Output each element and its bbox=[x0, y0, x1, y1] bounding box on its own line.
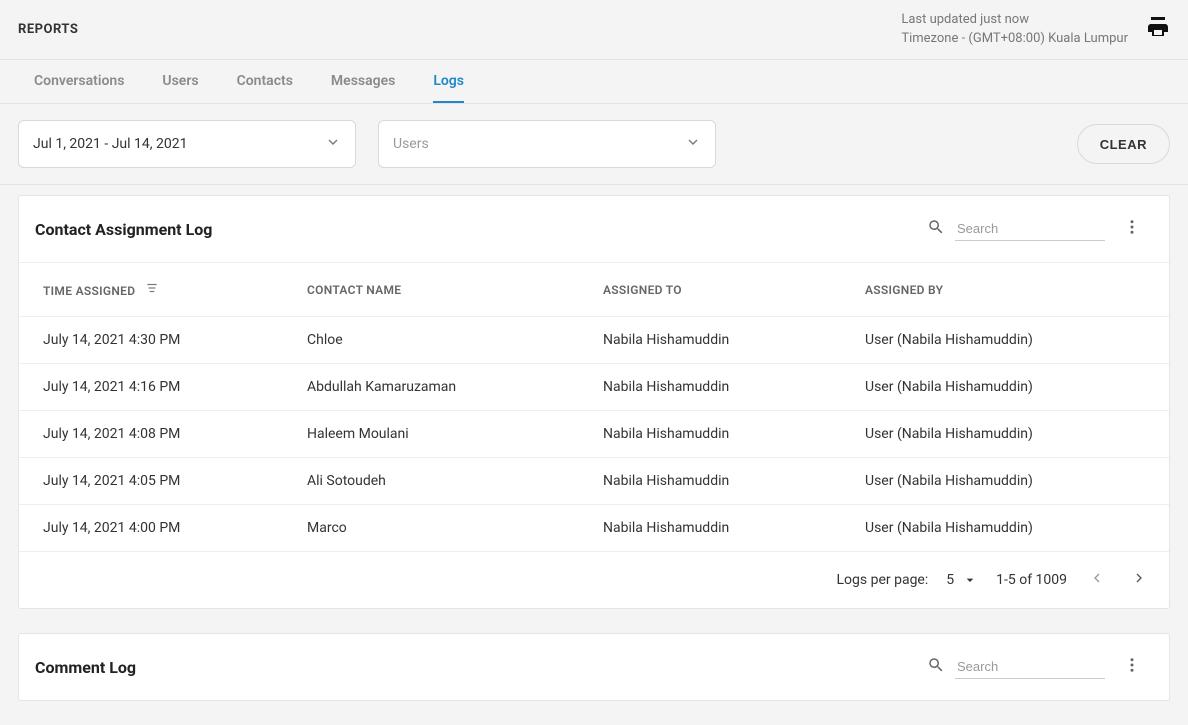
timezone-text: Timezone - (GMT+08:00) Kuala Lumpur bbox=[901, 30, 1128, 48]
cell-to: Nabila Hishamuddin bbox=[595, 364, 857, 411]
table-row[interactable]: July 14, 2021 4:00 PM Marco Nabila Hisha… bbox=[19, 505, 1169, 552]
tab-label: Messages bbox=[331, 73, 395, 89]
print-icon[interactable] bbox=[1146, 16, 1170, 44]
assignment-log-table: TIME ASSIGNED CONTACT NAME ASSIGNED TO A… bbox=[19, 262, 1169, 552]
more-vert-icon[interactable] bbox=[1119, 214, 1145, 244]
caret-down-icon bbox=[962, 572, 978, 588]
tab-users[interactable]: Users bbox=[162, 60, 198, 103]
card-title: Contact Assignment Log bbox=[35, 220, 212, 239]
sort-icon bbox=[145, 284, 159, 298]
card-header: Comment Log bbox=[19, 634, 1169, 700]
more-vert-icon[interactable] bbox=[1119, 652, 1145, 682]
cell-to: Nabila Hishamuddin bbox=[595, 317, 857, 364]
col-header-by[interactable]: ASSIGNED BY bbox=[857, 263, 1169, 317]
clear-button[interactable]: CLEAR bbox=[1077, 124, 1170, 164]
col-header-label: ASSIGNED TO bbox=[603, 283, 682, 297]
search-icon[interactable] bbox=[927, 218, 945, 240]
card-tools bbox=[927, 214, 1145, 244]
tab-logs[interactable]: Logs bbox=[433, 60, 464, 103]
cell-by: User (Nabila Hishamuddin) bbox=[857, 411, 1169, 458]
page-range: 1-5 of 1009 bbox=[996, 572, 1067, 588]
cell-to: Nabila Hishamuddin bbox=[595, 411, 857, 458]
col-header-time[interactable]: TIME ASSIGNED bbox=[19, 263, 299, 317]
cell-contact: Marco bbox=[299, 505, 595, 552]
cell-to: Nabila Hishamuddin bbox=[595, 505, 857, 552]
search-input[interactable] bbox=[955, 655, 1105, 679]
col-header-contact[interactable]: CONTACT NAME bbox=[299, 263, 595, 317]
content: Contact Assignment Log TIME ASSIGNED bbox=[0, 185, 1188, 701]
tab-label: Conversations bbox=[34, 73, 124, 89]
next-page-button[interactable] bbox=[1127, 566, 1151, 594]
pagination: Logs per page: 5 1-5 of 1009 bbox=[19, 552, 1169, 608]
tab-label: Logs bbox=[433, 73, 464, 89]
cell-time: July 14, 2021 4:08 PM bbox=[19, 411, 299, 458]
search-icon[interactable] bbox=[927, 656, 945, 678]
top-bar-right: Last updated just now Timezone - (GMT+08… bbox=[901, 11, 1170, 47]
chevron-down-icon bbox=[685, 134, 701, 154]
search-wrap bbox=[927, 655, 1105, 679]
chevron-down-icon bbox=[325, 134, 341, 154]
search-wrap bbox=[927, 217, 1105, 241]
cell-time: July 14, 2021 4:16 PM bbox=[19, 364, 299, 411]
per-page-label: Logs per page: bbox=[837, 572, 929, 588]
users-select-placeholder: Users bbox=[393, 136, 429, 152]
col-header-to[interactable]: ASSIGNED TO bbox=[595, 263, 857, 317]
top-bar-meta: Last updated just now Timezone - (GMT+08… bbox=[901, 11, 1128, 47]
top-bar: REPORTS Last updated just now Timezone -… bbox=[0, 0, 1188, 60]
tab-label: Contacts bbox=[237, 73, 293, 89]
tab-conversations[interactable]: Conversations bbox=[34, 60, 124, 103]
cell-by: User (Nabila Hishamuddin) bbox=[857, 364, 1169, 411]
tab-label: Users bbox=[162, 73, 198, 89]
cell-to: Nabila Hishamuddin bbox=[595, 458, 857, 505]
cell-contact: Haleem Moulani bbox=[299, 411, 595, 458]
page-title: REPORTS bbox=[18, 22, 78, 37]
contact-assignment-log-card: Contact Assignment Log TIME ASSIGNED bbox=[18, 195, 1170, 609]
per-page-select[interactable]: 5 bbox=[946, 572, 978, 588]
card-title: Comment Log bbox=[35, 658, 136, 677]
date-range-value: Jul 1, 2021 - Jul 14, 2021 bbox=[33, 136, 187, 152]
cell-time: July 14, 2021 4:00 PM bbox=[19, 505, 299, 552]
date-range-select[interactable]: Jul 1, 2021 - Jul 14, 2021 bbox=[18, 120, 356, 168]
table-row[interactable]: July 14, 2021 4:30 PM Chloe Nabila Hisha… bbox=[19, 317, 1169, 364]
table-row[interactable]: July 14, 2021 4:05 PM Ali Sotoudeh Nabil… bbox=[19, 458, 1169, 505]
comment-log-card: Comment Log bbox=[18, 633, 1170, 701]
cell-contact: Abdullah Kamaruzaman bbox=[299, 364, 595, 411]
card-tools bbox=[927, 652, 1145, 682]
tab-messages[interactable]: Messages bbox=[331, 60, 395, 103]
col-header-label: CONTACT NAME bbox=[307, 283, 401, 297]
filters-bar: Jul 1, 2021 - Jul 14, 2021 Users CLEAR bbox=[0, 104, 1188, 185]
cell-time: July 14, 2021 4:30 PM bbox=[19, 317, 299, 364]
last-updated-text: Last updated just now bbox=[901, 11, 1128, 29]
cell-time: July 14, 2021 4:05 PM bbox=[19, 458, 299, 505]
table-row[interactable]: July 14, 2021 4:08 PM Haleem Moulani Nab… bbox=[19, 411, 1169, 458]
cell-by: User (Nabila Hishamuddin) bbox=[857, 317, 1169, 364]
prev-page-button[interactable] bbox=[1085, 566, 1109, 594]
cell-by: User (Nabila Hishamuddin) bbox=[857, 505, 1169, 552]
tab-contacts[interactable]: Contacts bbox=[237, 60, 293, 103]
per-page-value: 5 bbox=[946, 572, 954, 588]
cell-by: User (Nabila Hishamuddin) bbox=[857, 458, 1169, 505]
col-header-label: ASSIGNED BY bbox=[865, 283, 943, 297]
cell-contact: Ali Sotoudeh bbox=[299, 458, 595, 505]
users-select[interactable]: Users bbox=[378, 120, 716, 168]
cell-contact: Chloe bbox=[299, 317, 595, 364]
search-input[interactable] bbox=[955, 217, 1105, 241]
tabs: Conversations Users Contacts Messages Lo… bbox=[0, 60, 1188, 104]
col-header-label: TIME ASSIGNED bbox=[43, 284, 135, 298]
table-header-row: TIME ASSIGNED CONTACT NAME ASSIGNED TO A… bbox=[19, 263, 1169, 317]
table-row[interactable]: July 14, 2021 4:16 PM Abdullah Kamaruzam… bbox=[19, 364, 1169, 411]
card-header: Contact Assignment Log bbox=[19, 196, 1169, 262]
